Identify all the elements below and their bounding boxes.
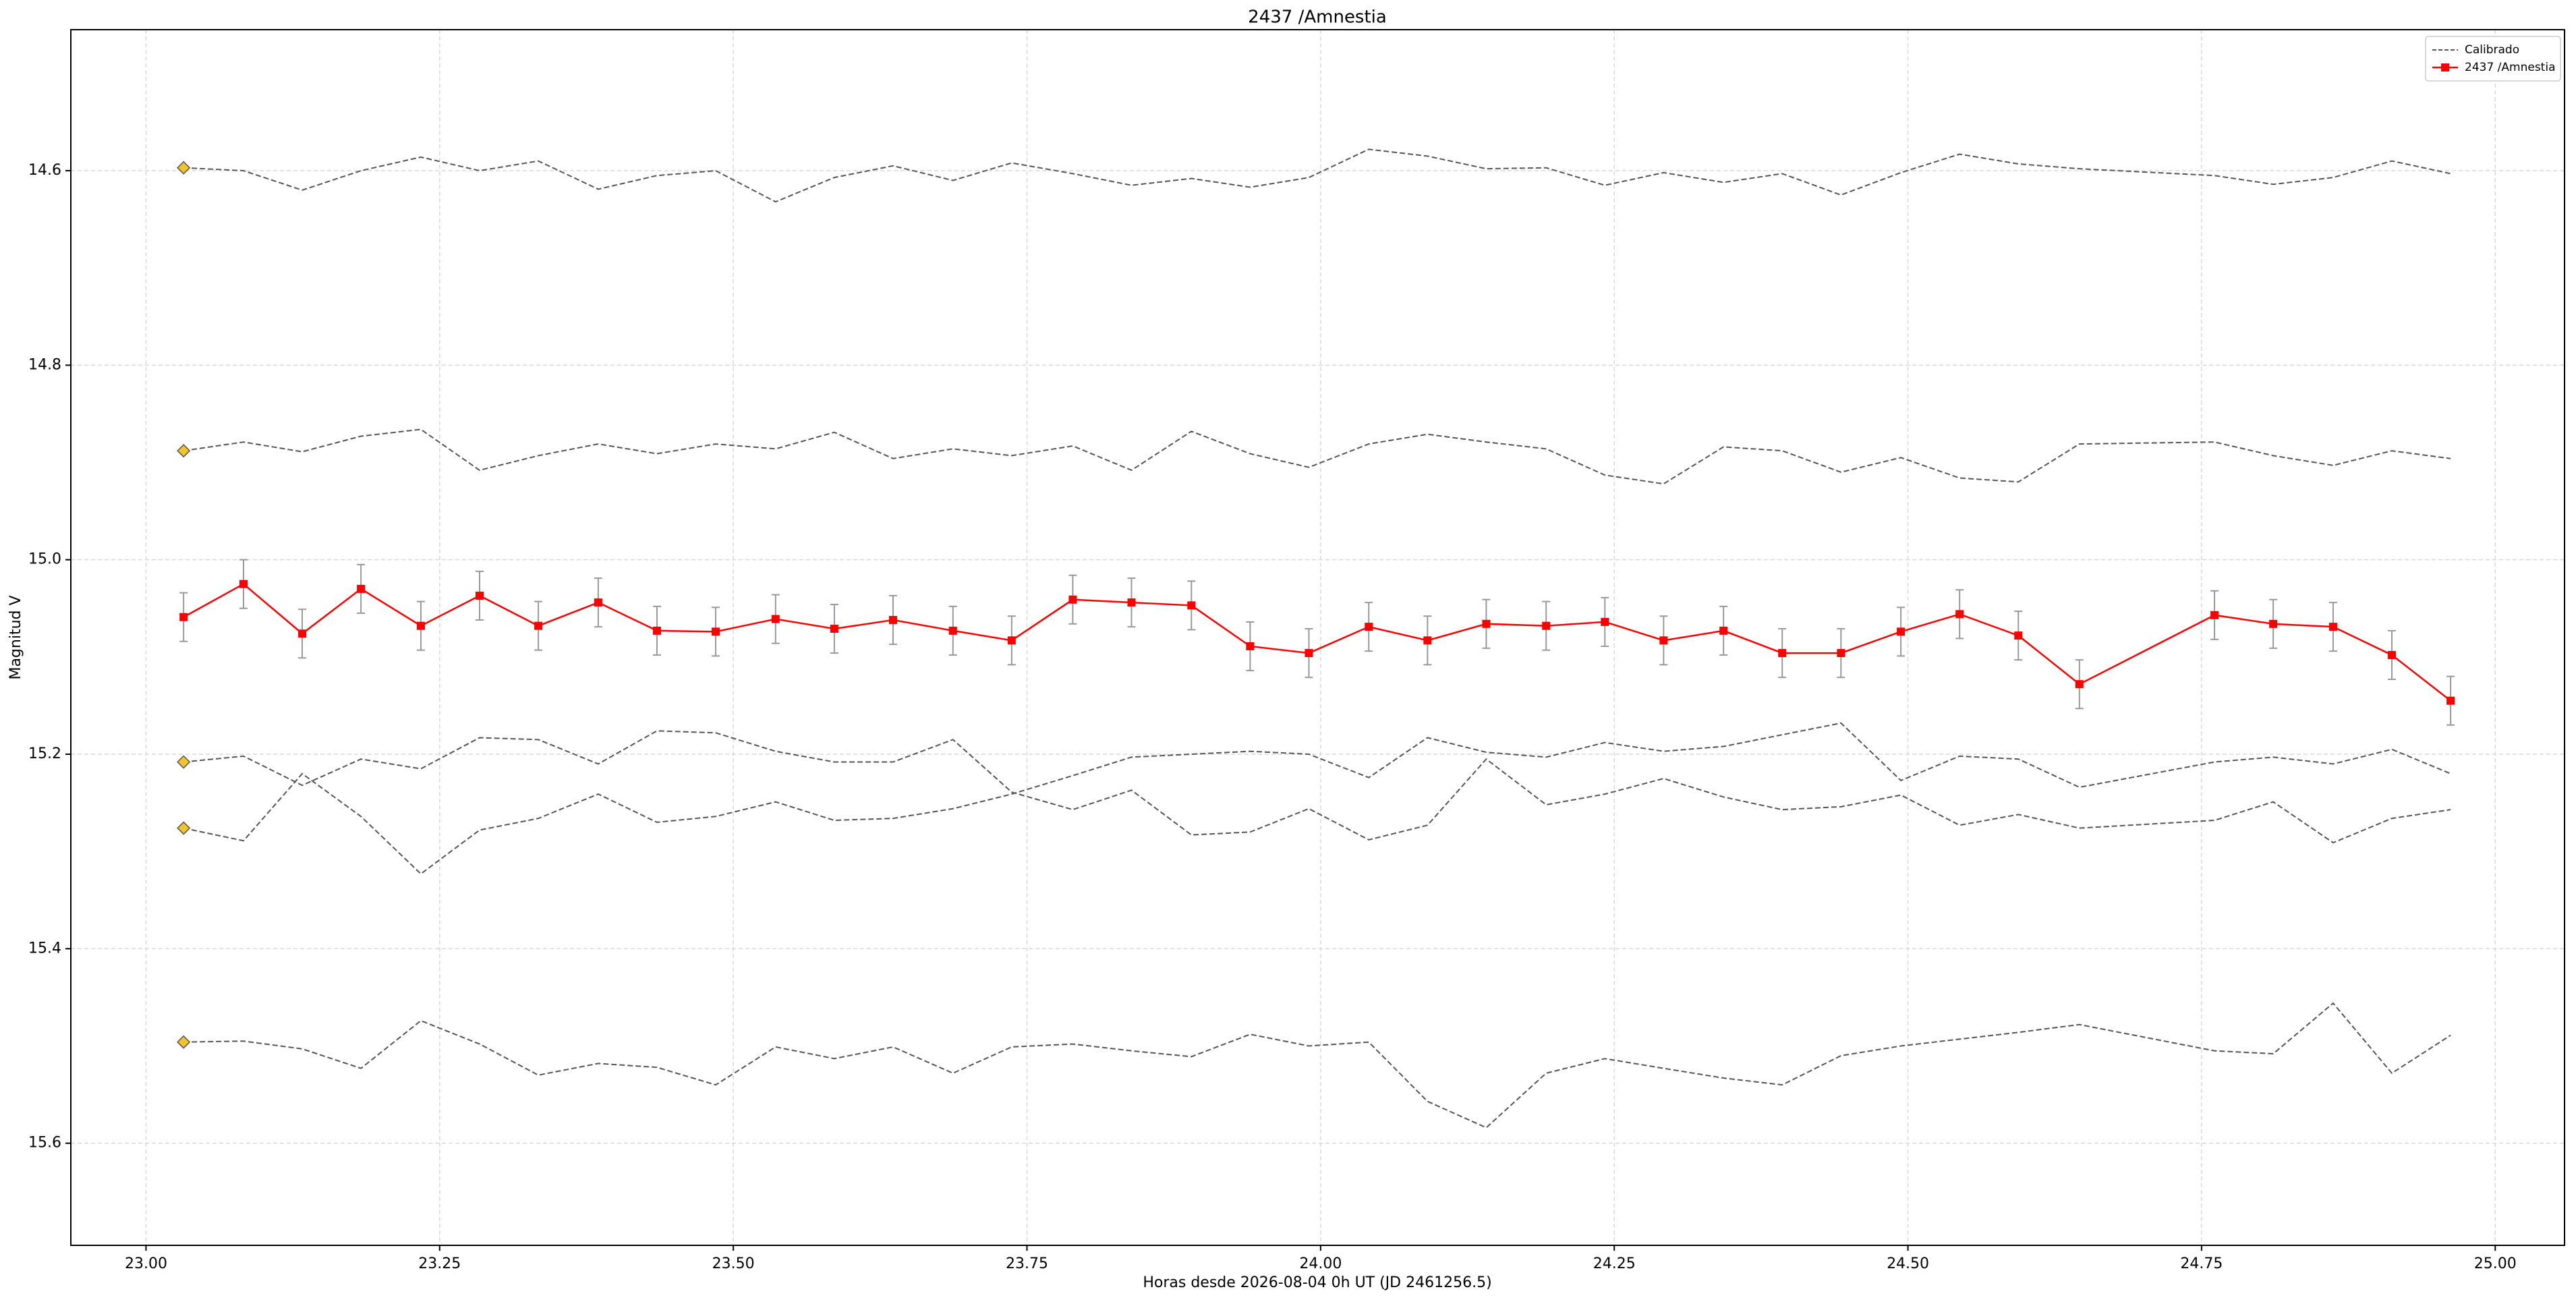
y-tick-label: 14.6	[28, 162, 61, 179]
point	[1482, 619, 1491, 628]
reference-marker	[177, 821, 191, 835]
y-tick-label: 14.8	[28, 356, 61, 373]
point	[712, 627, 720, 636]
point	[239, 579, 248, 588]
x-tick-label: 23.00	[125, 1255, 167, 1272]
point	[2210, 611, 2219, 619]
point	[1897, 627, 1906, 636]
legend-box	[2425, 36, 2561, 82]
point	[2269, 619, 2278, 628]
point	[2446, 696, 2455, 705]
point	[2014, 631, 2023, 640]
comparison-line	[183, 148, 2451, 203]
reference-marker	[177, 755, 191, 769]
y-tick-label: 15.4	[28, 940, 61, 957]
point	[1246, 642, 1255, 650]
point	[179, 613, 188, 621]
series-line	[183, 583, 2451, 702]
point	[1778, 649, 1787, 658]
reference-marker	[177, 444, 191, 458]
x-tick-label: 24.50	[1887, 1255, 1929, 1272]
point	[1601, 617, 1609, 626]
legend: Calibrado 2437 /Amnestia	[2425, 36, 2561, 82]
point	[1659, 636, 1668, 645]
point	[1007, 636, 1016, 645]
point	[1837, 649, 1845, 658]
x-tick-label: 24.25	[1593, 1255, 1636, 1272]
point	[534, 621, 543, 630]
y-tick-label: 15.0	[28, 551, 61, 568]
point	[1365, 623, 1373, 631]
x-tick-label: 23.25	[418, 1255, 461, 1272]
reference-marker	[177, 1035, 191, 1049]
point	[594, 598, 602, 607]
point	[771, 615, 780, 623]
legend-label: Calibrado	[2465, 43, 2519, 57]
comparison-line	[183, 722, 2451, 875]
legend-marker	[2441, 63, 2449, 72]
y-axis-label: Magnitud V	[7, 595, 24, 679]
point	[830, 625, 838, 633]
point	[416, 621, 425, 630]
point	[1955, 610, 1964, 619]
comparison-line	[183, 730, 2451, 844]
point	[476, 592, 484, 600]
point	[1542, 621, 1551, 630]
x-tick-label: 24.00	[1299, 1255, 1342, 1272]
chart-title: 2437 /Amnestia	[1248, 7, 1387, 28]
point	[1187, 601, 1196, 610]
point	[1719, 626, 1728, 635]
point	[1068, 595, 1077, 604]
point	[2328, 623, 2337, 631]
x-tick-label: 23.50	[712, 1255, 755, 1272]
point	[888, 616, 897, 625]
y-tick-label: 15.6	[28, 1135, 61, 1152]
point	[1305, 649, 1313, 658]
x-tick-label: 23.75	[1006, 1255, 1048, 1272]
point	[357, 584, 366, 593]
comparison-line	[183, 1002, 2451, 1129]
plot-frame	[70, 29, 2565, 1246]
point	[652, 626, 661, 635]
point	[2388, 650, 2397, 659]
legend-label: 2437 /Amnestia	[2465, 61, 2555, 74]
point	[948, 626, 957, 635]
point	[1423, 636, 1432, 645]
comparison-line	[183, 428, 2451, 485]
point	[1127, 598, 1136, 607]
point	[298, 629, 307, 638]
x-tick-label: 25.00	[2474, 1255, 2517, 1272]
point	[2075, 680, 2084, 689]
x-tick-label: 24.75	[2180, 1255, 2223, 1272]
y-tick-label: 15.2	[28, 745, 61, 762]
reference-marker	[177, 161, 191, 175]
x-axis-label: Horas desde 2026-08-04 0h UT (JD 2461256…	[1143, 1274, 1491, 1291]
